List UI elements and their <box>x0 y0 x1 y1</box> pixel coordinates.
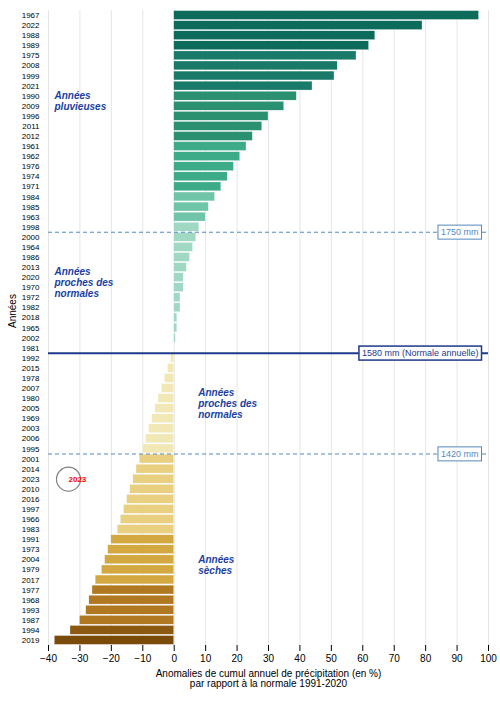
svg-text:−10: −10 <box>134 653 151 664</box>
svg-text:1988: 1988 <box>22 31 40 40</box>
svg-text:1972: 1972 <box>22 293 40 302</box>
svg-text:1967: 1967 <box>22 11 40 20</box>
svg-text:Années: Années <box>7 294 18 328</box>
svg-text:1992: 1992 <box>22 354 40 363</box>
svg-text:Annéessèches: Annéessèches <box>197 554 235 576</box>
svg-text:2013: 2013 <box>22 263 40 272</box>
svg-text:1983: 1983 <box>22 525 40 534</box>
svg-text:80: 80 <box>420 653 432 664</box>
svg-text:1965: 1965 <box>22 324 40 333</box>
svg-text:Annéespluvieuses: Annéespluvieuses <box>54 90 107 112</box>
svg-text:Annéesproches desnormales: Annéesproches desnormales <box>54 266 114 299</box>
svg-text:1580 mm (Normale annuelle): 1580 mm (Normale annuelle) <box>362 348 479 358</box>
svg-text:40: 40 <box>294 653 306 664</box>
svg-text:1962: 1962 <box>22 152 40 161</box>
svg-text:1993: 1993 <box>22 606 40 615</box>
svg-text:50: 50 <box>326 653 338 664</box>
svg-text:1996: 1996 <box>22 112 40 121</box>
svg-text:2023: 2023 <box>69 475 87 484</box>
svg-text:1998: 1998 <box>22 223 40 232</box>
svg-text:1979: 1979 <box>22 565 40 574</box>
svg-text:100: 100 <box>480 653 497 664</box>
svg-text:1975: 1975 <box>22 51 40 60</box>
svg-text:2011: 2011 <box>22 122 40 131</box>
svg-text:1961: 1961 <box>22 142 40 151</box>
svg-text:2008: 2008 <box>22 61 40 70</box>
svg-text:1985: 1985 <box>22 203 40 212</box>
svg-text:0: 0 <box>171 653 177 664</box>
svg-text:70: 70 <box>389 653 401 664</box>
svg-text:1986: 1986 <box>22 253 40 262</box>
svg-text:1978: 1978 <box>22 374 40 383</box>
svg-text:1966: 1966 <box>22 515 40 524</box>
svg-text:Anomalies de cumul annuel de p: Anomalies de cumul annuel de précipitati… <box>156 668 382 689</box>
svg-text:1750 mm: 1750 mm <box>441 227 479 237</box>
svg-text:1994: 1994 <box>22 626 40 635</box>
svg-text:2021: 2021 <box>22 82 40 91</box>
svg-text:2012: 2012 <box>22 132 40 141</box>
svg-text:1982: 1982 <box>22 303 40 312</box>
svg-text:1974: 1974 <box>22 172 40 181</box>
svg-text:1420 mm: 1420 mm <box>441 449 479 459</box>
svg-text:1980: 1980 <box>22 394 40 403</box>
svg-text:1968: 1968 <box>22 596 40 605</box>
svg-text:20: 20 <box>232 653 244 664</box>
svg-text:2002: 2002 <box>22 334 40 343</box>
svg-text:1973: 1973 <box>22 545 40 554</box>
svg-text:1969: 1969 <box>22 414 40 423</box>
svg-text:1999: 1999 <box>22 72 40 81</box>
svg-text:2003: 2003 <box>22 424 40 433</box>
svg-text:1991: 1991 <box>22 535 40 544</box>
svg-text:2007: 2007 <box>22 384 40 393</box>
svg-text:2016: 2016 <box>22 495 40 504</box>
svg-text:1997: 1997 <box>22 505 40 514</box>
svg-text:1984: 1984 <box>22 193 40 202</box>
svg-text:−30: −30 <box>71 653 88 664</box>
svg-text:2019: 2019 <box>22 636 40 645</box>
svg-text:60: 60 <box>357 653 369 664</box>
svg-text:2020: 2020 <box>22 273 40 282</box>
svg-text:2022: 2022 <box>22 21 40 30</box>
svg-text:1987: 1987 <box>22 616 40 625</box>
svg-text:2023: 2023 <box>22 475 40 484</box>
svg-text:2004: 2004 <box>22 555 40 564</box>
svg-text:1970: 1970 <box>22 283 40 292</box>
svg-text:2006: 2006 <box>22 434 40 443</box>
svg-text:1989: 1989 <box>22 41 40 50</box>
svg-text:2001: 2001 <box>22 455 40 464</box>
svg-text:90: 90 <box>452 653 464 664</box>
svg-text:2017: 2017 <box>22 576 40 585</box>
svg-text:−40: −40 <box>40 653 57 664</box>
svg-text:10: 10 <box>200 653 212 664</box>
svg-text:1990: 1990 <box>22 92 40 101</box>
svg-text:2010: 2010 <box>22 485 40 494</box>
svg-text:2015: 2015 <box>22 364 40 373</box>
svg-text:1976: 1976 <box>22 162 40 171</box>
svg-text:2018: 2018 <box>22 313 40 322</box>
svg-text:2000: 2000 <box>22 233 40 242</box>
svg-text:1971: 1971 <box>22 182 40 191</box>
svg-text:2005: 2005 <box>22 404 40 413</box>
svg-text:2014: 2014 <box>22 465 40 474</box>
svg-text:1964: 1964 <box>22 243 40 252</box>
svg-text:Annéesproches desnormales: Annéesproches desnormales <box>197 387 257 420</box>
svg-text:30: 30 <box>263 653 275 664</box>
svg-text:−20: −20 <box>103 653 120 664</box>
svg-text:1981: 1981 <box>22 344 40 353</box>
svg-text:1963: 1963 <box>22 213 40 222</box>
svg-text:1977: 1977 <box>22 586 40 595</box>
svg-text:2009: 2009 <box>22 102 40 111</box>
svg-text:1995: 1995 <box>22 445 40 454</box>
